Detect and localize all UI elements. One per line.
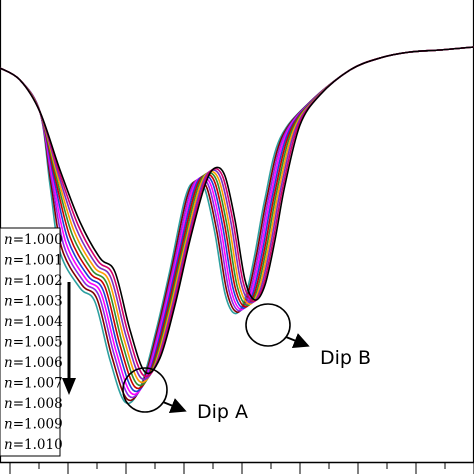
- legend-entry: n=1.007: [4, 376, 63, 392]
- legend-entry: n=1.000: [4, 232, 63, 248]
- legend-entry: n=1.005: [4, 335, 63, 351]
- series-line: [0, 46, 474, 381]
- series-line: [0, 46, 474, 390]
- legend-entry: n=1.004: [4, 314, 63, 330]
- dip-a-circle: [122, 367, 168, 413]
- series-line: [0, 46, 474, 393]
- legend-entry: n=1.006: [4, 355, 63, 371]
- dip-b-label: Dip B: [320, 347, 371, 369]
- legend-entry: n=1.001: [4, 253, 63, 269]
- series-line: [0, 46, 474, 378]
- dip-b-arrow: [285, 333, 310, 348]
- trend-arrow-head: [62, 378, 76, 395]
- legend-entry: n=1.003: [4, 294, 63, 310]
- legend-entry: n=1.010: [4, 437, 63, 453]
- legend-entry: n=1.009: [4, 417, 63, 433]
- legend-box: [0, 227, 61, 457]
- legend: n=1.000 n=1.001 n=1.002 n=1.003 n=1.004 n=1.0…: [0, 227, 76, 457]
- annotation-layer: Dip A Dip B: [122, 303, 371, 423]
- series-layer: [0, 46, 474, 405]
- dip-a-label: Dip A: [197, 401, 248, 423]
- dip-a-arrow: [162, 398, 187, 413]
- legend-entry: n=1.002: [4, 273, 63, 289]
- legend-entry: n=1.008: [4, 396, 63, 412]
- dip-b-circle: [245, 303, 291, 347]
- series-line: [0, 46, 474, 375]
